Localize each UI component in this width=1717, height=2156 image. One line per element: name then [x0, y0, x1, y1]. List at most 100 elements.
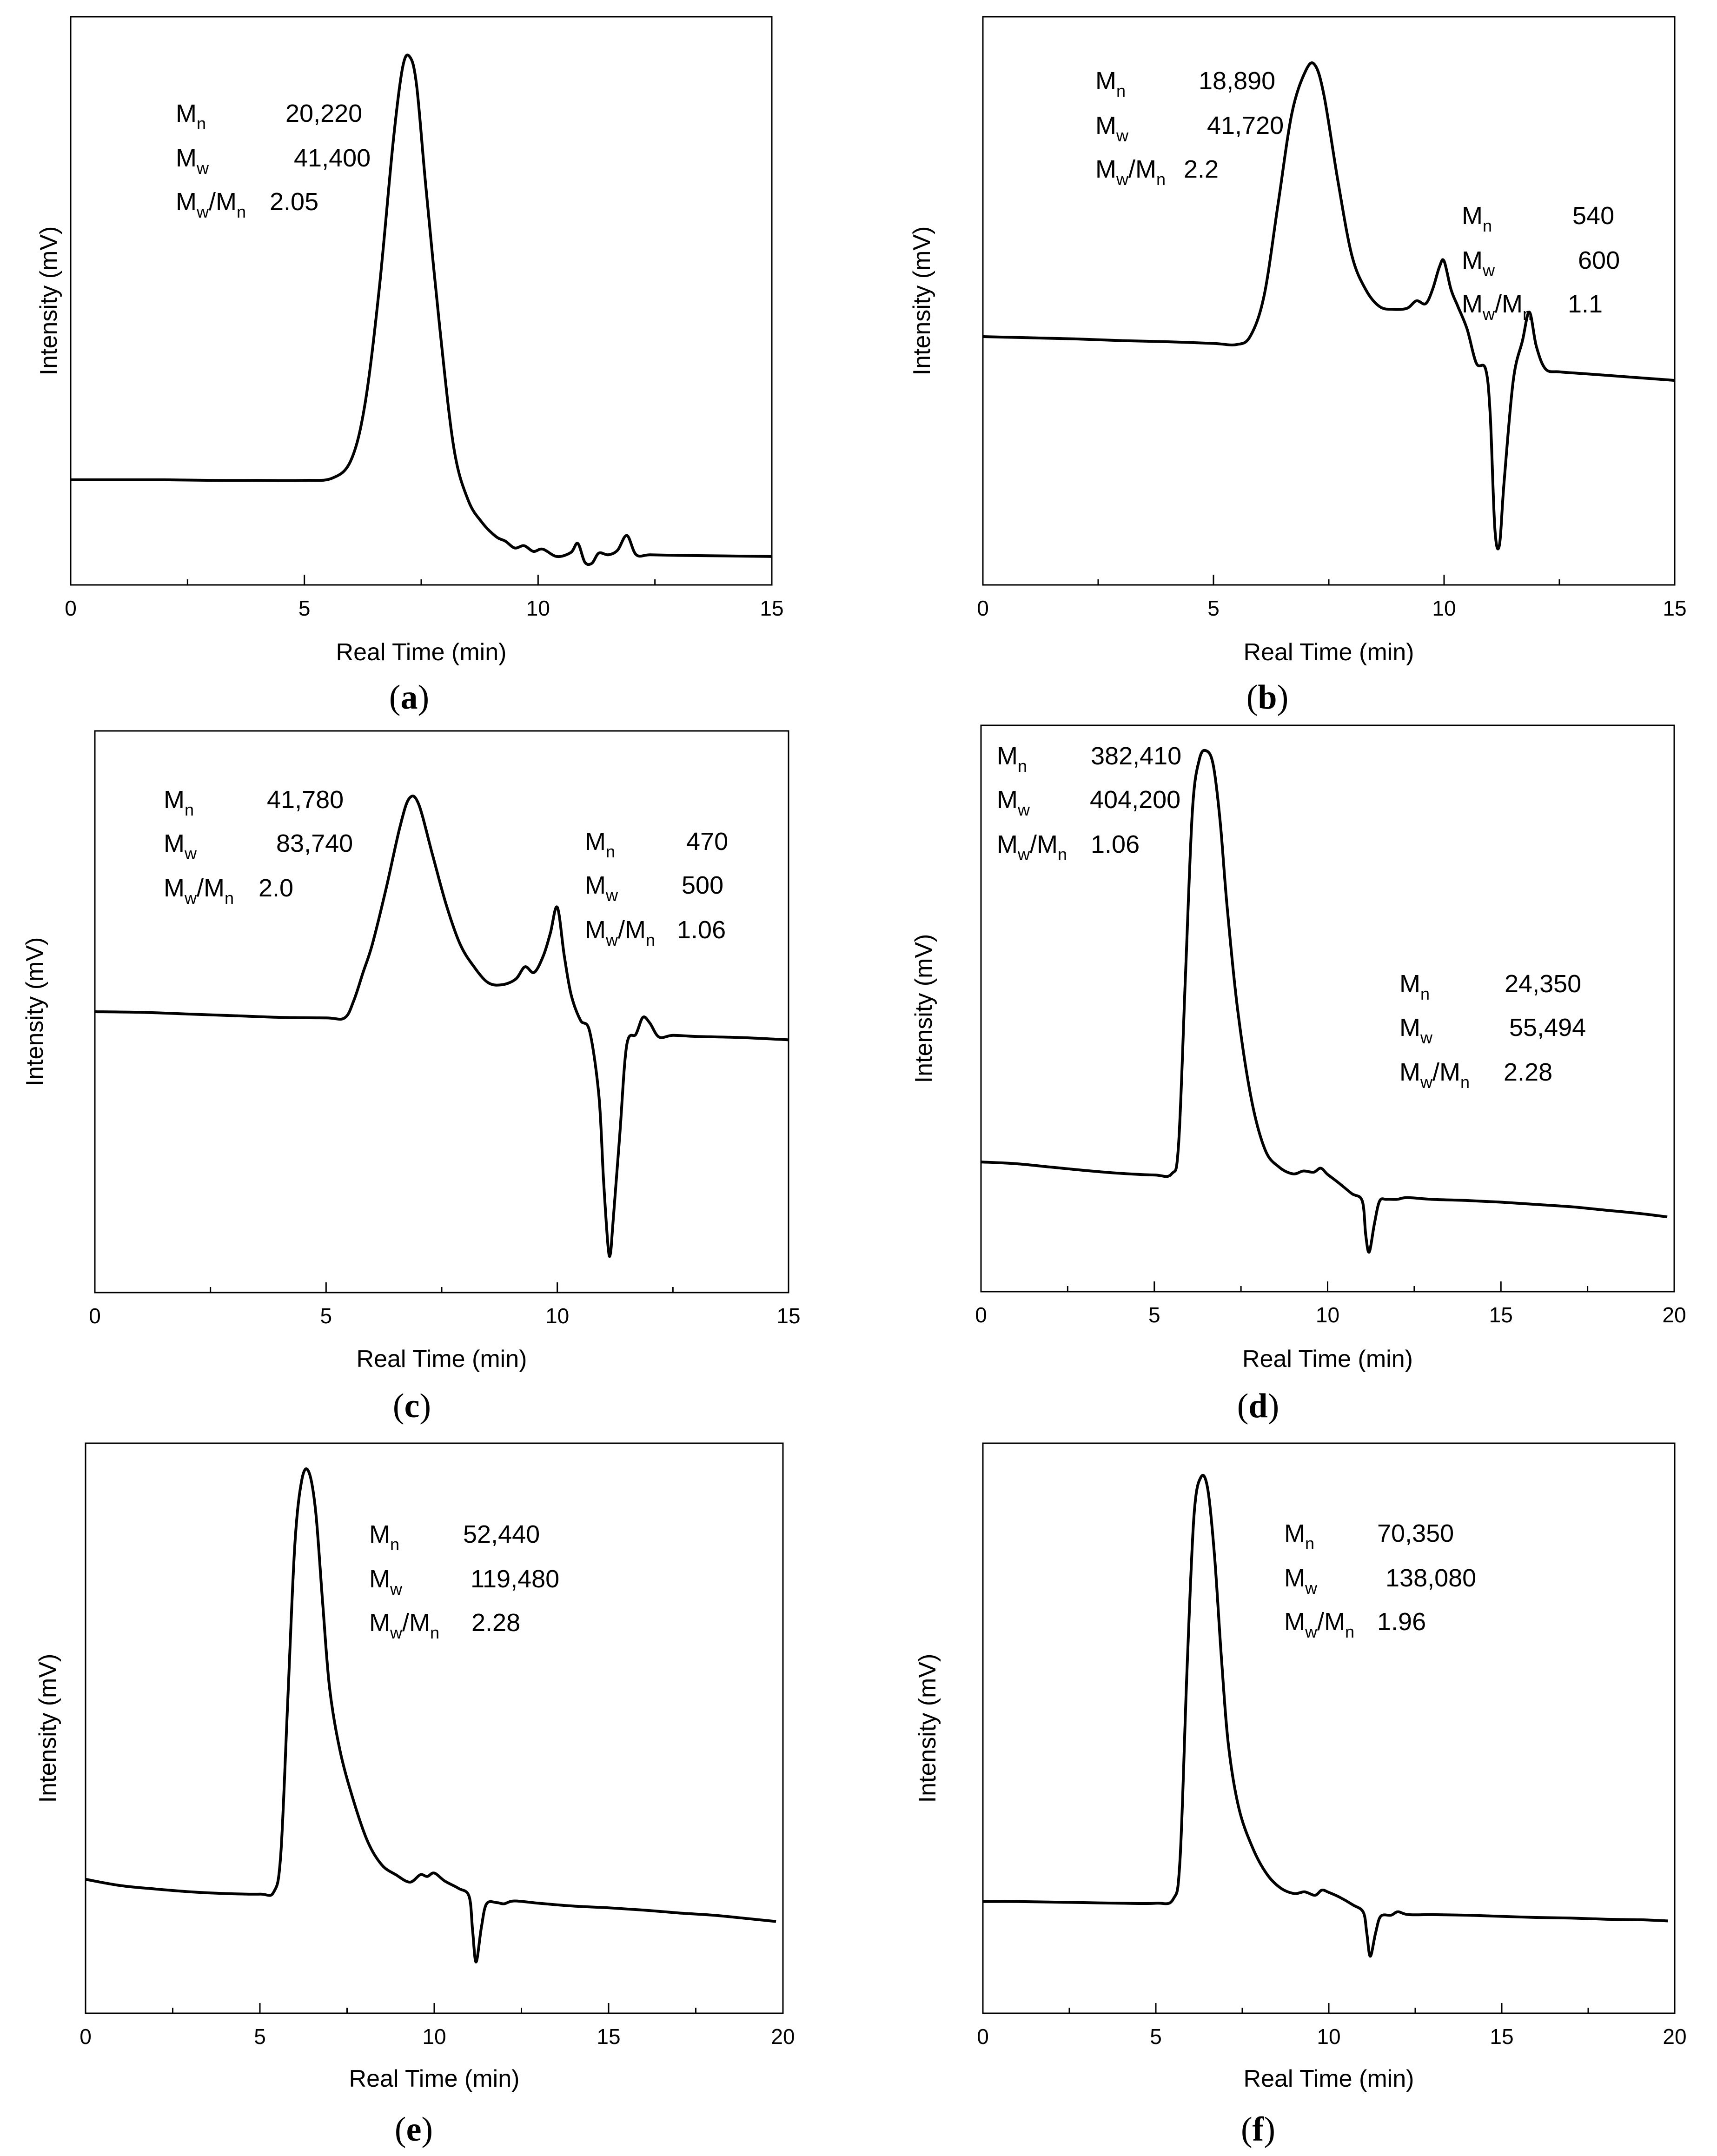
annotation-label: Mw [369, 1565, 403, 1599]
annotation-label: Mw [164, 829, 197, 863]
chart-panel-f: 0 5 10 15 20 Real Time (min) Intensity (mV) Mn 7… [858, 1437, 1717, 2156]
annotation-value: 18,890 [1199, 67, 1275, 95]
annotation-label: Mw/Mn [1399, 1058, 1470, 1092]
panel-caption-e: (e) [394, 2110, 433, 2149]
annotation-label: Mn [585, 828, 615, 861]
y-axis-label: Intensity (mV) [34, 1654, 61, 1803]
y-axis-label: Intensity (mV) [914, 1654, 941, 1803]
chart-svg-c: 0 5 10 15 Real Time (min) Intensity (mV) Mn 41,… [21, 730, 801, 1373]
x-axis-label: Real Time (min) [1244, 639, 1414, 666]
x-tick-label: 5 [1207, 596, 1220, 620]
x-tick-label: 10 [1432, 596, 1456, 620]
annotation-label: Mn [1462, 202, 1492, 235]
series-line [981, 749, 1668, 1254]
annotation-value: 70,350 [1377, 1519, 1454, 1547]
chart-svg-f: 0 5 10 15 20 Real Time (min) Intensity (mV) Mn 7… [914, 1442, 1687, 2092]
y-axis-label: Intensity (mV) [908, 226, 935, 376]
annotation-value: 138,080 [1386, 1564, 1476, 1592]
annotation-value: 404,200 [1090, 786, 1180, 814]
annotation-value: 52,440 [463, 1520, 540, 1548]
annotation-label: Mn [176, 100, 206, 133]
annotation-value: 24,350 [1505, 970, 1581, 998]
annotation-label: Mw [1462, 246, 1495, 280]
x-tick-label: 15 [1490, 2024, 1513, 2049]
series-line [982, 61, 1675, 551]
annotation-value: 2.28 [1504, 1058, 1552, 1086]
annotation-value: 1.06 [1091, 830, 1140, 858]
chart-svg-e: 0 5 10 15 20 Real Time (min) Intensity (mV) Mn 5… [34, 1442, 795, 2092]
annotation-value: 2.28 [471, 1609, 520, 1637]
annotation-value: 83,740 [276, 829, 353, 857]
annotation-label: Mn [997, 742, 1027, 776]
x-axis-label: Real Time (min) [336, 639, 507, 666]
x-axis-label: Real Time (min) [357, 1346, 527, 1373]
annotation-label: Mn [1284, 1519, 1314, 1553]
panel-caption-f: (f) [1241, 2110, 1275, 2149]
annotation-label: Mw/Mn [369, 1609, 439, 1642]
panel-caption-a: (a) [389, 678, 430, 716]
panel-caption-b: (b) [1246, 678, 1289, 716]
annotation-value: 470 [686, 828, 728, 856]
annotation-value: 20,220 [285, 100, 362, 127]
x-tick-label: 15 [776, 1304, 800, 1328]
x-tick-label: 15 [597, 2024, 620, 2049]
x-tick-label: 0 [975, 1303, 987, 1327]
series-line [71, 53, 772, 566]
chart-panel-d: 0 5 10 15 20 Real Time (min) Intensity (mV) Mn 3… [858, 724, 1717, 1437]
annotation-label: Mw/Mn [1462, 290, 1532, 324]
x-tick-label: 10 [1317, 2024, 1340, 2049]
x-tick-label: 5 [1150, 2024, 1162, 2049]
x-tick-label: 20 [771, 2024, 795, 2049]
annotation-label: Mn [369, 1520, 399, 1554]
annotation-value: 382,410 [1091, 742, 1181, 770]
annotation-value: 2.05 [270, 188, 318, 216]
annotation-label: Mw [1399, 1014, 1433, 1047]
annotation-label: Mw [585, 871, 618, 905]
panel-caption-c: (c) [392, 1387, 431, 1425]
x-tick-label: 0 [80, 2024, 92, 2049]
annotation-value: 2.2 [1184, 155, 1219, 183]
x-tick-label: 0 [977, 596, 989, 620]
chart-panel-c: 0 5 10 15 Real Time (min) Intensity (mV) Mn 41,… [0, 725, 858, 1437]
annotation-value: 1.1 [1568, 290, 1603, 318]
plot-frame [94, 730, 789, 1294]
annotation-value: 119,480 [471, 1565, 559, 1593]
chart-panel-a: 0 5 10 15 Real Time (min) Intensity (mV) Mn 20,… [0, 0, 858, 725]
x-tick-label: 20 [1662, 1303, 1686, 1327]
x-tick-label: 10 [1316, 1303, 1339, 1327]
annotation-value: 41,400 [294, 144, 371, 172]
chart-svg-a: 0 5 10 15 Real Time (min) Intensity (mV) Mn 20,… [35, 16, 784, 666]
x-tick-label: 5 [298, 596, 311, 620]
panel-caption-d: (d) [1237, 1387, 1279, 1425]
chart-svg-d: 0 5 10 15 20 Real Time (min) Intensity (mV) Mn 3… [910, 724, 1686, 1373]
x-axis-label: Real Time (min) [349, 2065, 520, 2092]
y-axis-label: Intensity (mV) [21, 937, 48, 1087]
annotation-label: Mw/Mn [176, 188, 246, 221]
y-axis-label: Intensity (mV) [910, 934, 937, 1083]
x-tick-label: 5 [1148, 1303, 1160, 1327]
annotation-label: Mw [997, 786, 1030, 819]
annotation-label: Mw/Mn [164, 874, 234, 908]
plot-frame [982, 1442, 1676, 2014]
chart-svg-b: 0 5 10 15 Real Time (min) Intensity (mV) Mn 18,… [908, 16, 1687, 666]
annotation-value: 600 [1578, 246, 1620, 274]
x-tick-label: 10 [526, 596, 550, 620]
annotation-value: 1.06 [677, 916, 726, 944]
x-axis-label: Real Time (min) [1242, 1346, 1413, 1373]
plot-frame [85, 1442, 784, 2014]
annotation-value: 500 [682, 871, 723, 899]
chart-panel-b: 0 5 10 15 Real Time (min) Intensity (mV) Mn 18,… [858, 0, 1717, 725]
x-tick-label: 5 [254, 2024, 266, 2049]
annotation-label: Mn [1095, 67, 1126, 100]
x-tick-label: 10 [545, 1304, 569, 1328]
x-tick-label: 0 [65, 596, 77, 620]
annotation-value: 2.0 [259, 874, 293, 902]
series-line [94, 795, 789, 1258]
annotation-label: Mw/Mn [1095, 155, 1166, 189]
series-line [85, 1467, 776, 1964]
x-tick-label: 10 [422, 2024, 446, 2049]
annotation-value: 41,720 [1207, 112, 1284, 139]
annotation-label: Mw [1095, 112, 1129, 145]
y-axis-label: Intensity (mV) [35, 226, 62, 376]
x-tick-label: 15 [1663, 596, 1686, 620]
